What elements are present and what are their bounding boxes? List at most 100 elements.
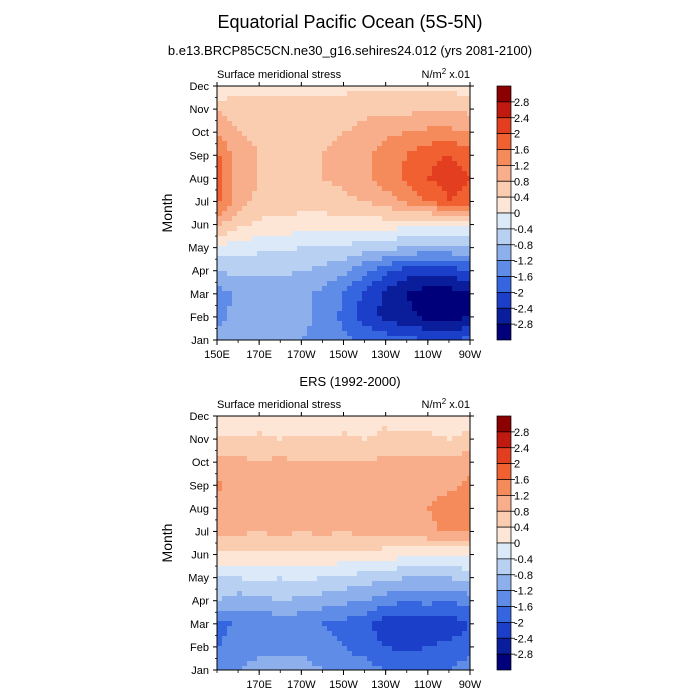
contour-cell (292, 611, 298, 617)
contour-cell (222, 636, 228, 642)
contour-cell (372, 106, 378, 112)
contour-cell (402, 96, 408, 102)
contour-cell (242, 296, 248, 302)
contour-cell (457, 531, 463, 537)
contour-cell (367, 511, 373, 517)
contour-cell (367, 221, 373, 227)
contour-cell (402, 291, 408, 297)
contour-cell (367, 291, 373, 297)
contour-cell (287, 126, 293, 132)
contour-cell (392, 316, 398, 322)
contour-cell (237, 211, 243, 217)
contour-cell (447, 536, 453, 542)
contour-cell (252, 601, 258, 607)
contour-cell (462, 566, 468, 572)
contour-cell (407, 156, 413, 162)
contour-cell (342, 521, 348, 527)
contour-cell (407, 456, 413, 462)
contour-cell (317, 146, 323, 152)
contour-cell (347, 101, 353, 107)
contour-cell (327, 321, 333, 327)
contour-cell (312, 626, 318, 632)
contour-cell (447, 416, 453, 422)
contour-cell (442, 276, 448, 282)
contour-cell (377, 561, 383, 567)
contour-cell (387, 181, 393, 187)
contour-cell (417, 491, 423, 497)
contour-cell (367, 311, 373, 317)
contour-cell (437, 286, 443, 292)
contour-cell (297, 221, 303, 227)
contour-cell (222, 221, 228, 227)
contour-cell (382, 166, 388, 172)
contour-cell (237, 606, 243, 612)
contour-cell (457, 91, 463, 97)
contour-cell (217, 561, 223, 567)
contour-cell (422, 541, 428, 547)
contour-cell (347, 246, 353, 252)
contour-cell (332, 581, 338, 587)
contour-cell (287, 441, 293, 447)
contour-cell (247, 211, 253, 217)
contour-cell (332, 186, 338, 192)
contour-cell (262, 526, 268, 532)
contour-cell (287, 536, 293, 542)
contour-cell (372, 186, 378, 192)
contour-cell (322, 241, 328, 247)
contour-cell (347, 151, 353, 157)
contour-cell (337, 271, 343, 277)
contour-cell (417, 476, 423, 482)
panel-2-title: ERS (1992-2000) (299, 374, 401, 389)
contour-cell (372, 321, 378, 327)
contour-cell (462, 146, 468, 152)
contour-cell (347, 181, 353, 187)
contour-cell (447, 471, 453, 477)
contour-cell (412, 416, 418, 422)
contour-cell (317, 141, 323, 147)
contour-cell (302, 191, 308, 197)
contour-cell (277, 101, 283, 107)
contour-cell (332, 571, 338, 577)
contour-cell (412, 601, 418, 607)
contour-cell (362, 211, 368, 217)
contour-cell (467, 216, 471, 222)
contour-cell (437, 191, 443, 197)
contour-cell (282, 446, 288, 452)
contour-cell (347, 316, 353, 322)
contour-cell (442, 491, 448, 497)
contour-cell (437, 171, 443, 177)
contour-cell (422, 201, 428, 207)
contour-cell (342, 461, 348, 467)
contour-cell (247, 531, 253, 537)
contour-cell (272, 121, 278, 127)
contour-cell (242, 291, 248, 297)
contour-cell (247, 136, 253, 142)
contour-cell (287, 501, 293, 507)
contour-cell (297, 511, 303, 517)
contour-cell (407, 321, 413, 327)
contour-cell (347, 191, 353, 197)
contour-cell (327, 516, 333, 522)
contour-cell (402, 256, 408, 262)
contour-cell (452, 311, 458, 317)
contour-cell (437, 556, 443, 562)
contour-cell (282, 621, 288, 627)
contour-cell (342, 446, 348, 452)
contour-cell (252, 151, 258, 157)
contour-cell (257, 321, 263, 327)
contour-cell (227, 91, 233, 97)
contour-cell (252, 486, 258, 492)
contour-cell (322, 521, 328, 527)
contour-cell (437, 226, 443, 232)
contour-cell (272, 486, 278, 492)
contour-cell (242, 491, 248, 497)
contour-cell (272, 601, 278, 607)
contour-cell (282, 461, 288, 467)
contour-cell (467, 591, 471, 597)
contour-cell (392, 621, 398, 627)
contour-cell (227, 331, 233, 337)
contour-cell (312, 431, 318, 437)
contour-cell (407, 256, 413, 262)
contour-cell (357, 241, 363, 247)
contour-cell (217, 481, 223, 487)
